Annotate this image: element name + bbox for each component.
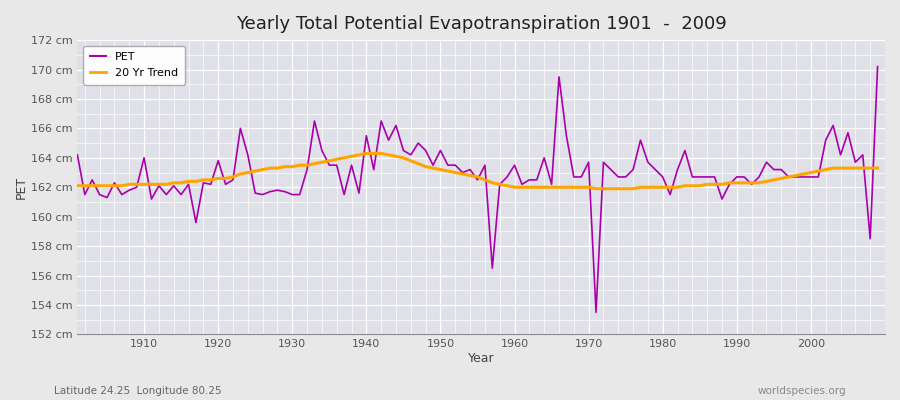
Y-axis label: PET: PET: [15, 176, 28, 199]
Text: worldspecies.org: worldspecies.org: [758, 386, 846, 396]
Text: Latitude 24.25  Longitude 80.25: Latitude 24.25 Longitude 80.25: [54, 386, 221, 396]
Title: Yearly Total Potential Evapotranspiration 1901  -  2009: Yearly Total Potential Evapotranspiratio…: [236, 15, 726, 33]
Legend: PET, 20 Yr Trend: PET, 20 Yr Trend: [83, 46, 185, 84]
X-axis label: Year: Year: [468, 352, 494, 365]
